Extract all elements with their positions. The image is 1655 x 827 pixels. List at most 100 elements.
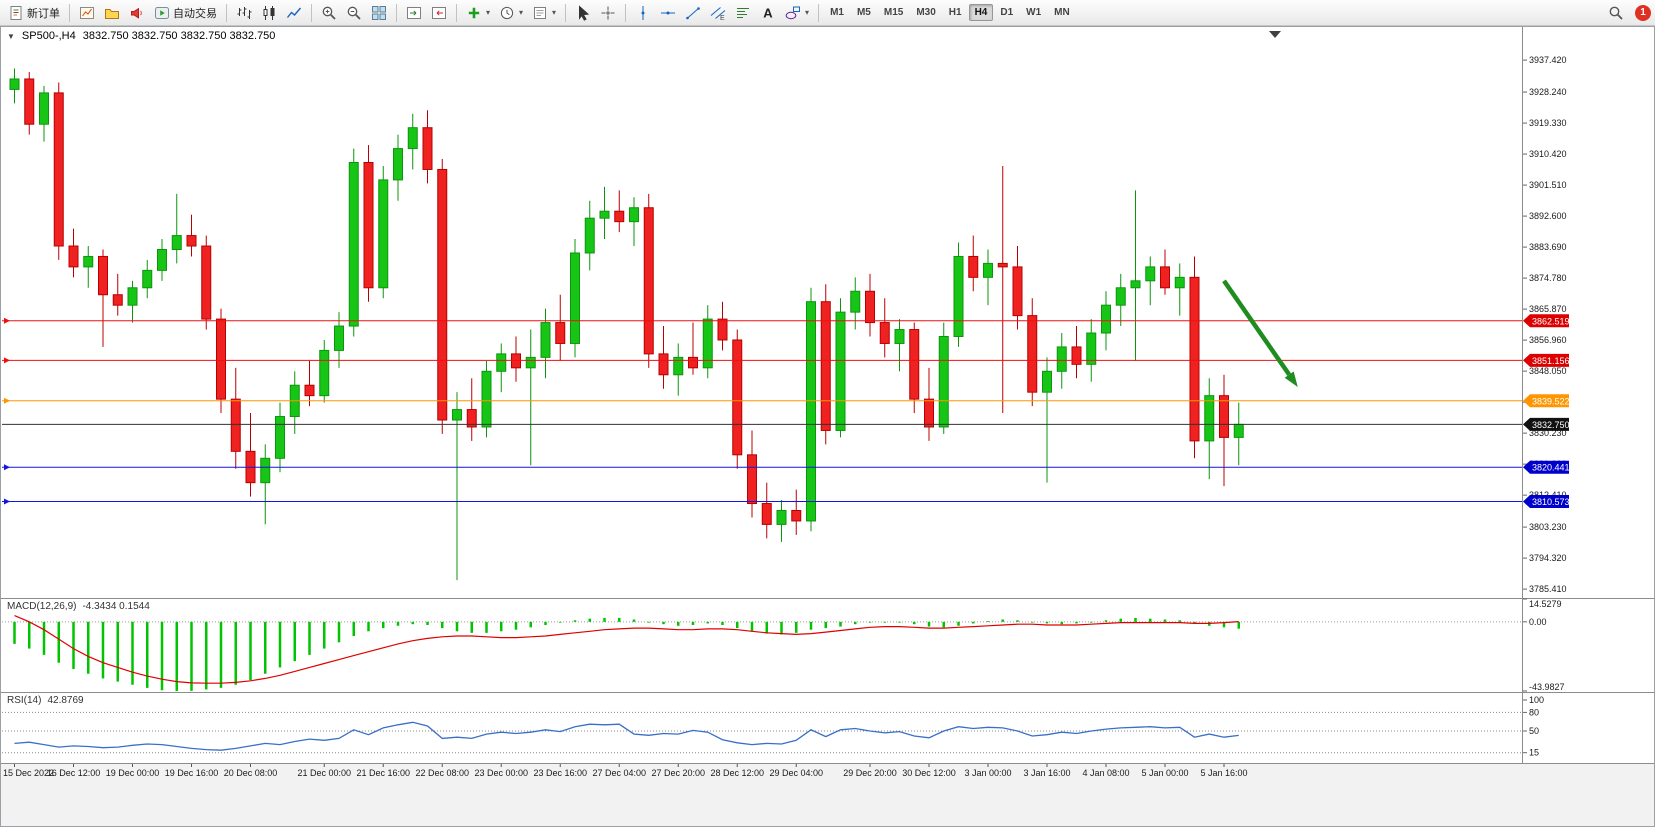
panel-separators[interactable] bbox=[1, 27, 1654, 764]
new-order-button[interactable]: 新订单 bbox=[4, 2, 64, 24]
toolbar-separator bbox=[311, 3, 312, 22]
svg-text:5 Jan 16:00: 5 Jan 16:00 bbox=[1200, 768, 1247, 778]
zoom-out-icon bbox=[346, 5, 362, 21]
autoscroll-icon bbox=[406, 5, 422, 21]
rsi-label: RSI(14) 42.8769 bbox=[7, 695, 84, 706]
line-chart-button[interactable] bbox=[282, 2, 306, 24]
dropdown-arrow-icon: ▾ bbox=[486, 8, 491, 17]
timeframe-h1-button[interactable]: H1 bbox=[943, 4, 968, 21]
button-label: 自动交易 bbox=[173, 7, 217, 20]
svg-text:80: 80 bbox=[1529, 707, 1539, 717]
indicators-add-button[interactable]: ▾ bbox=[462, 2, 494, 24]
button-label: 新订单 bbox=[27, 7, 60, 20]
timeframe-m1-button[interactable]: M1 bbox=[824, 4, 850, 21]
chart-symbol-period: SP500-,H4 bbox=[21, 30, 76, 42]
timeframe-m15-button[interactable]: M15 bbox=[878, 4, 909, 21]
candles-icon bbox=[261, 5, 277, 21]
svg-text:-43.9827: -43.9827 bbox=[1529, 682, 1565, 692]
timeframe-d1-button[interactable]: D1 bbox=[994, 4, 1019, 21]
svg-text:3 Jan 00:00: 3 Jan 00:00 bbox=[964, 768, 1011, 778]
chart-ohlc-values: 3832.750 3832.750 3832.750 3832.750 bbox=[82, 30, 276, 42]
horizontal-lines[interactable] bbox=[2, 317, 1522, 505]
hline-icon bbox=[660, 5, 676, 21]
trend-arrow[interactable] bbox=[1222, 279, 1298, 387]
toolbar-separator bbox=[456, 3, 457, 22]
candlestick-chart-button[interactable] bbox=[257, 2, 281, 24]
svg-text:23 Dec 16:00: 23 Dec 16:00 bbox=[533, 768, 587, 778]
svg-text:19 Dec 16:00: 19 Dec 16:00 bbox=[165, 768, 219, 778]
candles-layer bbox=[9, 68, 1244, 581]
fib-icon bbox=[735, 5, 751, 21]
cursor-icon bbox=[575, 4, 591, 21]
channel-icon: E bbox=[710, 5, 726, 21]
alerts-button[interactable] bbox=[125, 2, 149, 24]
toolbar-separator bbox=[69, 3, 70, 22]
svg-text:3874.780: 3874.780 bbox=[1529, 273, 1567, 283]
plus-icon bbox=[466, 5, 482, 21]
vline-icon bbox=[635, 5, 651, 21]
periods-button[interactable]: ▾ bbox=[495, 2, 527, 24]
horizontal-line-button[interactable] bbox=[656, 2, 680, 24]
svg-text:3832.750: 3832.750 bbox=[1532, 420, 1570, 430]
one-click-collapse-icon[interactable]: ▼ bbox=[7, 31, 15, 41]
search-button[interactable] bbox=[1604, 2, 1628, 24]
chart-shift-button[interactable] bbox=[427, 2, 451, 24]
zoom-out-button[interactable] bbox=[342, 2, 366, 24]
svg-text:50: 50 bbox=[1529, 726, 1539, 736]
svg-text:21 Dec 16:00: 21 Dec 16:00 bbox=[356, 768, 410, 778]
macd-panel: 14.5279 0.00 -43.9827 bbox=[2, 598, 1565, 692]
timeframe-mn-button[interactable]: MN bbox=[1048, 4, 1076, 21]
vertical-line-button[interactable] bbox=[631, 2, 655, 24]
svg-text:3928.240: 3928.240 bbox=[1529, 87, 1567, 97]
bar-chart-button[interactable] bbox=[232, 2, 256, 24]
svg-text:3901.510: 3901.510 bbox=[1529, 180, 1567, 190]
trendline-button[interactable] bbox=[681, 2, 705, 24]
svg-text:3856.960: 3856.960 bbox=[1529, 335, 1567, 345]
folder-icon bbox=[104, 5, 120, 21]
notifications-badge[interactable]: 1 bbox=[1635, 4, 1651, 21]
svg-text:E: E bbox=[720, 15, 725, 21]
chart-shift-marker[interactable] bbox=[1269, 31, 1281, 38]
zoom-in-button[interactable] bbox=[317, 2, 341, 24]
new-chart-button[interactable] bbox=[75, 2, 99, 24]
text-button[interactable]: A bbox=[756, 2, 780, 24]
timeframe-h4-button[interactable]: H4 bbox=[968, 4, 994, 21]
price-tags: 3862.519 3851.156 3839.522 3820.441 3810.573… bbox=[1523, 314, 1570, 509]
shapes-icon bbox=[785, 5, 801, 21]
svg-text:A: A bbox=[763, 5, 773, 20]
svg-text:4 Jan 08:00: 4 Jan 08:00 bbox=[1082, 768, 1129, 778]
crosshair-icon bbox=[600, 5, 616, 21]
svg-text:29 Dec 20:00: 29 Dec 20:00 bbox=[843, 768, 897, 778]
cursor-button[interactable] bbox=[571, 2, 595, 24]
templates-button[interactable]: ▾ bbox=[528, 2, 560, 24]
svg-text:3937.420: 3937.420 bbox=[1529, 55, 1567, 65]
svg-text:3803.230: 3803.230 bbox=[1529, 522, 1567, 532]
autotrading-button[interactable]: 自动交易 bbox=[150, 2, 221, 24]
timeframe-m5-button[interactable]: M5 bbox=[851, 4, 877, 21]
shapes-button[interactable]: ▾ bbox=[781, 2, 813, 24]
linechart-icon bbox=[286, 5, 302, 21]
search-icon bbox=[1608, 5, 1624, 21]
timeframe-m30-button[interactable]: M30 bbox=[910, 4, 941, 21]
timeframe-w1-button[interactable]: W1 bbox=[1020, 4, 1047, 21]
profiles-button[interactable] bbox=[100, 2, 124, 24]
svg-text:30 Dec 12:00: 30 Dec 12:00 bbox=[902, 768, 956, 778]
svg-text:3892.600: 3892.600 bbox=[1529, 211, 1567, 221]
crosshair-button[interactable] bbox=[596, 2, 620, 24]
toolbar-separator bbox=[226, 3, 227, 22]
tile-windows-button[interactable] bbox=[367, 2, 391, 24]
fibonacci-button[interactable] bbox=[731, 2, 755, 24]
equidistant-channel-button[interactable]: E bbox=[706, 2, 730, 24]
auto-scroll-button[interactable] bbox=[402, 2, 426, 24]
svg-text:14.5279: 14.5279 bbox=[1529, 599, 1562, 609]
svg-text:3862.519: 3862.519 bbox=[1532, 316, 1570, 326]
svg-text:28 Dec 12:00: 28 Dec 12:00 bbox=[710, 768, 764, 778]
svg-text:15: 15 bbox=[1529, 748, 1539, 758]
svg-text:3794.320: 3794.320 bbox=[1529, 553, 1567, 563]
toolbar-separator bbox=[565, 3, 567, 22]
svg-text:3820.441: 3820.441 bbox=[1532, 463, 1570, 473]
svg-text:19 Dec 00:00: 19 Dec 00:00 bbox=[106, 768, 160, 778]
svg-text:3851.156: 3851.156 bbox=[1532, 356, 1570, 366]
